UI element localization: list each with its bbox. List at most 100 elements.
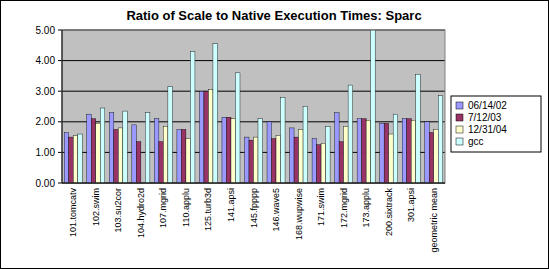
bar (114, 129, 119, 183)
x-tick-label: geometric mean (429, 188, 439, 253)
bar (123, 111, 128, 183)
bar (136, 142, 141, 183)
tick (58, 121, 62, 122)
bar (235, 73, 240, 183)
bar (254, 137, 259, 183)
grid-line (62, 60, 445, 61)
tick (58, 60, 62, 61)
bar (326, 126, 331, 183)
bar (380, 123, 385, 183)
legend-label: 06/14/02 (468, 100, 507, 111)
bar (281, 97, 286, 183)
bar (317, 145, 322, 183)
bar (393, 114, 398, 183)
x-tick-label: 173.applu (361, 188, 371, 228)
legend-swatch (456, 102, 463, 109)
chart: Ratio of Scale to Native Execution Times… (0, 0, 549, 269)
plot-background (62, 30, 445, 183)
bar (244, 137, 249, 183)
legend-label: 7/12/03 (468, 112, 502, 123)
x-tick-label: 200.sixtrack (384, 188, 394, 237)
bar (177, 129, 182, 183)
bar (402, 119, 407, 183)
legend-label: gcc (468, 136, 484, 147)
bar (407, 119, 412, 183)
x-tick-label: 102.swim (91, 188, 101, 226)
y-tick-label: 3.00 (36, 86, 56, 97)
x-tick-label: 146.wave5 (271, 188, 281, 232)
y-axis (62, 30, 63, 183)
legend-swatch (456, 114, 463, 121)
y-tick-label: 4.00 (36, 55, 56, 66)
bar (132, 125, 137, 183)
bar (389, 134, 394, 183)
bar (411, 120, 416, 183)
bar (371, 30, 376, 183)
bar (249, 140, 254, 183)
bar (199, 91, 204, 183)
bar (272, 139, 277, 183)
bar (321, 143, 326, 183)
x-axis (62, 183, 445, 184)
x-tick-label: 172.mgrid (339, 188, 349, 228)
x-tick-label: 168.wupwise (294, 188, 304, 240)
x-tick-label: 104.hydro2d (136, 188, 146, 238)
x-tick-label: 101.tomcatv (68, 188, 78, 238)
bar (434, 129, 439, 183)
tick (58, 91, 62, 92)
bars (64, 30, 442, 183)
bar (118, 128, 123, 183)
x-tick-label: 171.swim (316, 188, 326, 226)
x-tick-label: 103.su2cor (113, 188, 123, 233)
bar (366, 120, 371, 183)
tick (58, 152, 62, 153)
x-tick-label: 141.apsi (226, 188, 236, 222)
bar (181, 129, 186, 183)
legend-label: 12/31/04 (468, 124, 507, 135)
tick (58, 183, 62, 184)
plot-frame (62, 30, 445, 183)
bar (222, 117, 227, 183)
bar (190, 51, 195, 183)
legend-swatch (456, 126, 463, 133)
grid-line (62, 183, 445, 184)
bar (231, 119, 236, 183)
x-tick-label: 125.turb3d (203, 188, 213, 231)
bar (384, 123, 389, 183)
bar (303, 107, 308, 184)
bar (429, 133, 434, 183)
legend-box (451, 96, 541, 152)
bar (312, 139, 317, 183)
bar (159, 142, 164, 183)
bar (362, 119, 367, 183)
bar (64, 133, 69, 183)
bar (69, 137, 74, 183)
bar (163, 126, 168, 183)
bar (73, 136, 78, 183)
bar (213, 44, 218, 183)
tick (58, 30, 62, 31)
x-tick-label: 110.applu (181, 188, 191, 227)
y-tick-label: 2.00 (36, 116, 56, 127)
bar (335, 113, 340, 183)
bar (267, 122, 272, 183)
y-tick-label: 5.00 (36, 25, 56, 36)
x-tick-label: 145.fpppp (249, 188, 259, 228)
x-tick-label: 107.mgrid (158, 188, 168, 228)
bar (348, 85, 353, 183)
bar (100, 108, 105, 183)
grid-line (62, 91, 445, 92)
bar (91, 119, 96, 183)
bar (416, 74, 421, 183)
bar (154, 119, 159, 183)
bar (109, 113, 114, 183)
x-tick-label: 301.apsi (406, 188, 416, 222)
bar (78, 134, 83, 183)
bar (186, 139, 191, 183)
bar (226, 117, 231, 183)
y-tick-label: 0.00 (36, 178, 56, 189)
bar (339, 142, 344, 183)
bar (168, 87, 173, 183)
outer-frame (1, 1, 549, 269)
bar (87, 114, 92, 183)
